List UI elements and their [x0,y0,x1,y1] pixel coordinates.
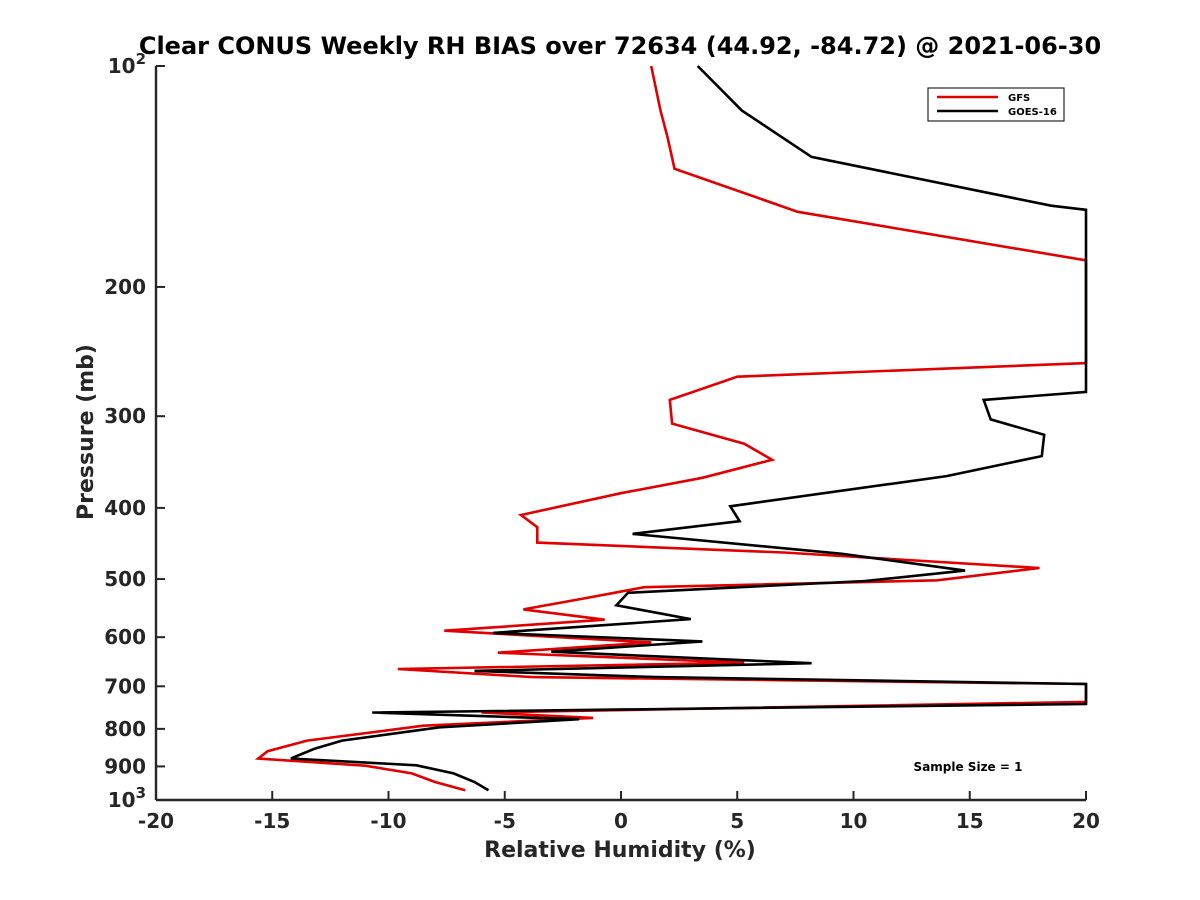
y-tick-label: 102 [108,50,146,78]
legend-label: GFS [1008,93,1030,104]
y-tick-label: 500 [104,567,146,591]
ticks-layer: -20 -15 -10 -5 0 5 10 15 20 102 200 300 400 500 600 700… [104,50,1100,833]
y-tick-label: 700 [104,674,146,698]
y-axis-label: Pressure (mb) [74,344,99,520]
chart-title: Clear CONUS Weekly RH BIAS over 72634 (4… [139,32,1101,60]
legend: GFS GOES-16 [927,87,1065,122]
x-tick-label: 15 [956,809,984,833]
legend-label: GOES-16 [1008,107,1057,118]
series-line-goes-16 [290,65,1088,792]
y-tick-label: 600 [104,625,146,649]
x-tick-label: 10 [840,809,868,833]
x-tick-label: -20 [138,809,174,833]
x-axis-label: Relative Humidity (%) [484,838,756,863]
x-tick-label: 0 [614,809,628,833]
y-tick-label: 300 [104,404,146,428]
x-tick-label: 20 [1072,809,1100,833]
x-tick-label: -15 [254,809,290,833]
series-layer [254,65,1088,792]
legend-box [927,87,1065,122]
y-tick-label: 800 [104,717,146,741]
y-tick-label: 103 [108,784,146,812]
y-tick-label: 400 [104,496,146,520]
y-tick-label: 900 [104,754,146,778]
y-tick-label: 200 [104,275,146,299]
x-tick-label: -10 [370,809,406,833]
x-tick-label: 5 [730,809,744,833]
sample-size-annotation: Sample Size = 1 [914,760,1023,774]
x-tick-label: -5 [494,809,516,833]
series-line-gfs [254,65,1088,792]
